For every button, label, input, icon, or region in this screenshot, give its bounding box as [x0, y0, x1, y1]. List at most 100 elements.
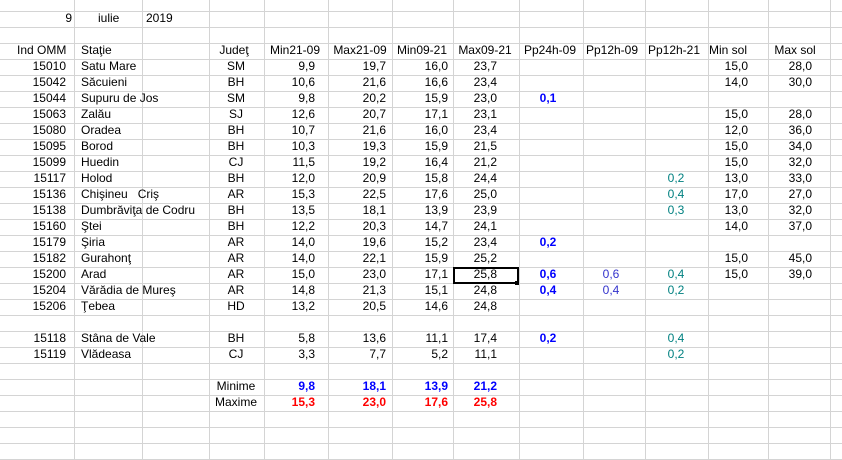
cell-county: BH: [228, 331, 245, 345]
cell-pp24: 0,2: [540, 235, 557, 249]
cell-minsol: 15,0: [725, 107, 749, 121]
cell-min0921: 11,1: [426, 331, 449, 345]
cell-name: Supuru de Jos: [81, 91, 158, 105]
cell-min0921: 14,7: [425, 219, 449, 233]
cell-maxsol: 33,0: [789, 171, 813, 185]
cell-max0921: 23,4: [474, 235, 498, 249]
cell-name: Holod: [81, 171, 112, 185]
cell-county: CJ: [229, 347, 244, 361]
cell-name: Vărădia de Mureş: [81, 283, 176, 297]
cell-max2109: 22,1: [363, 251, 387, 265]
cell-id: 15200: [33, 267, 67, 281]
column-header: Pp12h-09: [586, 43, 638, 57]
cell-min2109: 11,5: [293, 155, 316, 169]
cell-min2109: 10,6: [292, 75, 316, 89]
cell-max2109: 19,6: [363, 235, 387, 249]
cell-max0921: 23,1: [474, 107, 498, 121]
cell-min2109: 15,0: [292, 267, 316, 281]
cell-minsol: 15,0: [725, 139, 749, 153]
cell-min0921: 15,9: [425, 139, 449, 153]
cell-min0921: 15,8: [425, 171, 449, 185]
cell-pp1209: 0,6: [603, 267, 620, 281]
cell-max0921: 23,4: [474, 123, 498, 137]
cell-id: 15118: [34, 331, 67, 345]
cell-county: BH: [228, 139, 245, 153]
column-header: Max09-21: [458, 43, 512, 57]
date-year: 2019: [146, 11, 173, 25]
column-header: Max21-09: [333, 43, 387, 57]
cell-min0921: 14,6: [425, 299, 449, 313]
cell-id: 15204: [33, 283, 67, 297]
cell-max2109: 13,6: [363, 331, 387, 345]
cell-min2109: 10,7: [292, 123, 316, 137]
cell-id: 15099: [33, 155, 67, 169]
cell-id: 15182: [33, 251, 67, 265]
cell-max0921: 23,0: [474, 91, 498, 105]
column-header: Max sol: [774, 43, 815, 57]
cell-name: Ştei: [81, 219, 102, 233]
cell-minsol: 15,0: [725, 251, 749, 265]
cell-maxsol: 39,0: [789, 267, 813, 281]
cell-min0921: 16,0: [425, 59, 449, 73]
cell-minsol: 15,0: [725, 155, 749, 169]
summary-max2109: 18,1: [363, 379, 387, 393]
cell-min2109: 5,8: [298, 331, 315, 345]
cell-name: Borod: [81, 139, 113, 153]
cell-id: 15117: [34, 171, 67, 185]
cell-min2109: 12,2: [292, 219, 316, 233]
cell-id: 15042: [33, 75, 67, 89]
cell-pp24: 0,2: [540, 331, 557, 345]
cell-id: 15095: [33, 139, 67, 153]
cell-max2109: 18,1: [363, 203, 387, 217]
cell-max2109: 22,5: [363, 187, 387, 201]
cell-id: 15160: [33, 219, 67, 233]
cell-id: 15119: [34, 347, 67, 361]
cell-minsol: 14,0: [725, 75, 749, 89]
cell-county: BH: [228, 203, 245, 217]
cell-min0921: 17,1: [425, 267, 449, 281]
cell-max0921: 24,4: [474, 171, 498, 185]
cell-min2109: 15,3: [292, 187, 316, 201]
cell-max0921: 24,8: [474, 283, 498, 297]
cell-name: Săcuieni: [81, 75, 127, 89]
cell-id: 15138: [33, 203, 67, 217]
cell-min0921: 17,1: [425, 107, 449, 121]
cell-min2109: 10,3: [292, 139, 316, 153]
cell-maxsol: 28,0: [789, 59, 813, 73]
summary-label: Maxime: [215, 395, 257, 409]
cell-id: 15010: [33, 59, 67, 73]
date-day: 9: [65, 11, 72, 25]
cell-name: Gurahonţ: [81, 251, 132, 265]
column-header: Pp12h-21: [648, 43, 700, 57]
cell-minsol: 17,0: [725, 187, 749, 201]
fill-handle: [515, 281, 519, 285]
cell-max2109: 20,3: [363, 219, 387, 233]
cell-name: Oradea: [81, 123, 121, 137]
cell-id: 15136: [33, 187, 67, 201]
cell-min2109: 14,8: [292, 283, 316, 297]
cell-minsol: 13,0: [725, 171, 749, 185]
cell-min0921: 16,4: [425, 155, 449, 169]
cell-max2109: 23,0: [363, 267, 387, 281]
cell-name: Vlădeasa: [81, 347, 131, 361]
cell-county: AR: [228, 187, 245, 201]
cell-name: Dumbrăviţa de Codru: [81, 203, 195, 217]
cell-name: Arad: [81, 267, 106, 281]
cell-max0921: 21,5: [474, 139, 498, 153]
cell-name: Ţebea: [81, 299, 115, 313]
cell-name: Huedin: [81, 155, 119, 169]
column-header: Staţie: [81, 43, 112, 57]
cell-minsol: 14,0: [725, 219, 749, 233]
cell-min2109: 9,9: [298, 59, 315, 73]
cell-max0921: 24,1: [474, 219, 498, 233]
cell-pp1221: 0,2: [668, 171, 685, 185]
cell-min0921: 15,9: [425, 251, 449, 265]
summary-min2109: 15,3: [292, 395, 316, 409]
cell-pp24: 0,1: [540, 91, 557, 105]
selected-cell: [453, 267, 519, 284]
cell-maxsol: 27,0: [789, 187, 813, 201]
cell-min2109: 3,3: [298, 347, 315, 361]
cell-max0921: 21,2: [474, 155, 498, 169]
cell-max0921: 11,1: [475, 347, 498, 361]
